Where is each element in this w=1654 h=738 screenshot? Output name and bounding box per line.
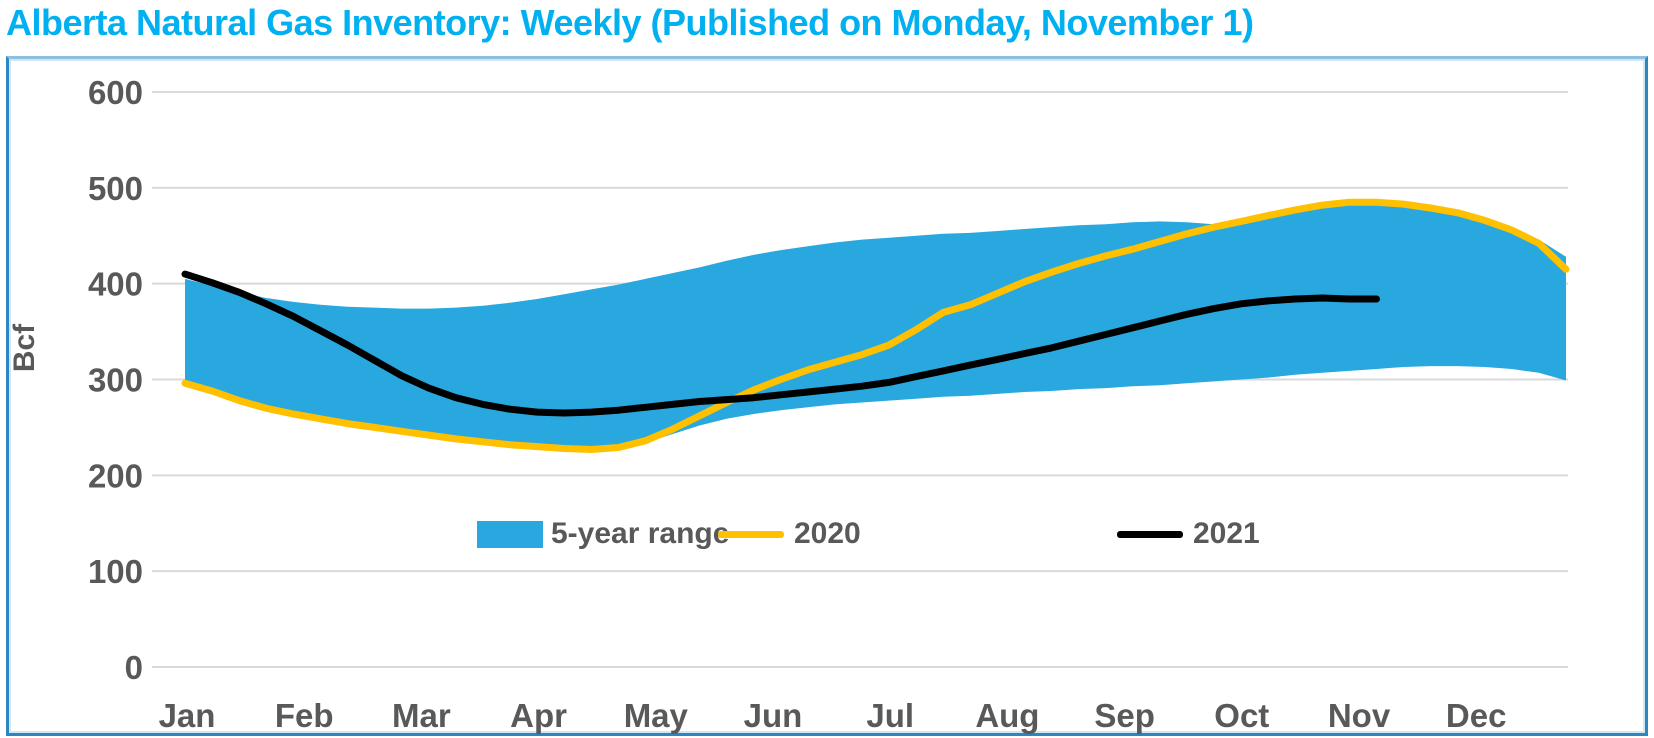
y-tick-label-200: 200 [88,457,143,494]
line-2021 [181,270,1380,417]
y-tick-label-500: 500 [88,170,143,207]
x-tick-label-dec: Dec [1446,697,1507,734]
x-tick-label-nov: Nov [1328,697,1391,734]
x-tick-label-jan: Jan [159,697,216,734]
y-tick-label-0: 0 [125,649,143,686]
x-tick-label-aug: Aug [975,697,1039,734]
chart-title: Alberta Natural Gas Inventory: Weekly (P… [6,2,1254,43]
x-tick-label-jul: Jul [866,697,914,734]
x-tick-label-may: May [624,697,689,734]
x-tick-label-mar: Mar [392,697,451,734]
x-tick-label-feb: Feb [275,697,334,734]
y-tick-label-100: 100 [88,553,143,590]
five-year-range-band [185,202,1566,450]
y-tick-label-300: 300 [88,362,143,399]
x-tick-label-jun: Jun [744,697,803,734]
line-2020 [181,198,1570,453]
y-tick-label-600: 600 [88,74,143,111]
x-tick-label-oct: Oct [1214,697,1269,734]
y-axis-label: Bcf [8,323,41,372]
y-tick-label-400: 400 [88,266,143,303]
x-tick-label-sep: Sep [1094,697,1155,734]
x-tick-label-apr: Apr [510,697,567,734]
